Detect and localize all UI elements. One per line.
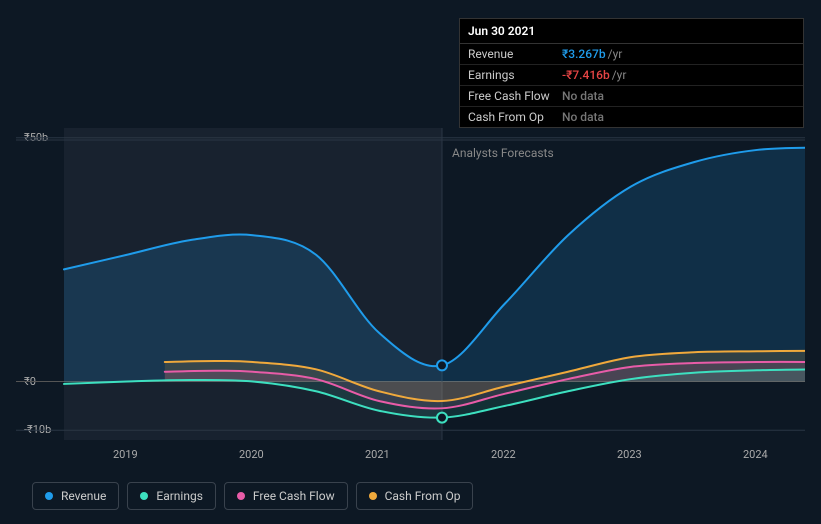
tooltip-row-label: Revenue (468, 47, 562, 61)
chart-container: Jun 30 2021 Revenue₹3.267b/yrEarnings-₹7… (16, 0, 805, 524)
legend-label: Earnings (156, 489, 203, 503)
legend-dot-icon (45, 492, 53, 500)
legend: Revenue Earnings Free Cash Flow Cash From O… (32, 482, 473, 510)
tooltip-date: Jun 30 2021 (460, 19, 803, 44)
legend-label: Revenue (61, 489, 106, 503)
tooltip-row-value: No data (562, 89, 604, 103)
legend-dot-icon (369, 492, 377, 500)
tooltip-row-value: No data (562, 110, 604, 124)
tooltip-box: Jun 30 2021 Revenue₹3.267b/yrEarnings-₹7… (459, 18, 804, 128)
x-axis-tick: 2023 (617, 448, 642, 461)
tooltip-row-unit: /yr (608, 47, 623, 61)
legend-dot-icon (237, 492, 245, 500)
legend-item[interactable]: Earnings (127, 482, 216, 510)
legend-item[interactable]: Revenue (32, 482, 119, 510)
tooltip-row-unit: /yr (612, 68, 627, 82)
tooltip-row-label: Free Cash Flow (468, 89, 562, 103)
x-axis-tick: 2020 (239, 448, 264, 461)
tooltip-row: Free Cash FlowNo data (460, 86, 803, 107)
x-axis-tick: 2019 (113, 448, 138, 461)
x-axis-tick: 2021 (365, 448, 390, 461)
tooltip-row-value: -₹7.416b (562, 68, 610, 82)
tooltip-row: Revenue₹3.267b/yr (460, 44, 803, 65)
legend-label: Free Cash Flow (253, 489, 335, 503)
legend-dot-icon (140, 492, 148, 500)
tooltip-row-label: Cash From Op (468, 110, 562, 124)
tooltip-row: Cash From OpNo data (460, 107, 803, 127)
legend-item[interactable]: Free Cash Flow (224, 482, 348, 510)
legend-label: Cash From Op (385, 489, 461, 503)
x-axis-tick: 2022 (491, 448, 516, 461)
legend-item[interactable]: Cash From Op (356, 482, 474, 510)
tooltip-row-value: ₹3.267b (562, 47, 606, 61)
tooltip-row: Earnings-₹7.416b/yr (460, 65, 803, 86)
tooltip-row-label: Earnings (468, 68, 562, 82)
x-axis-tick: 2024 (743, 448, 768, 461)
